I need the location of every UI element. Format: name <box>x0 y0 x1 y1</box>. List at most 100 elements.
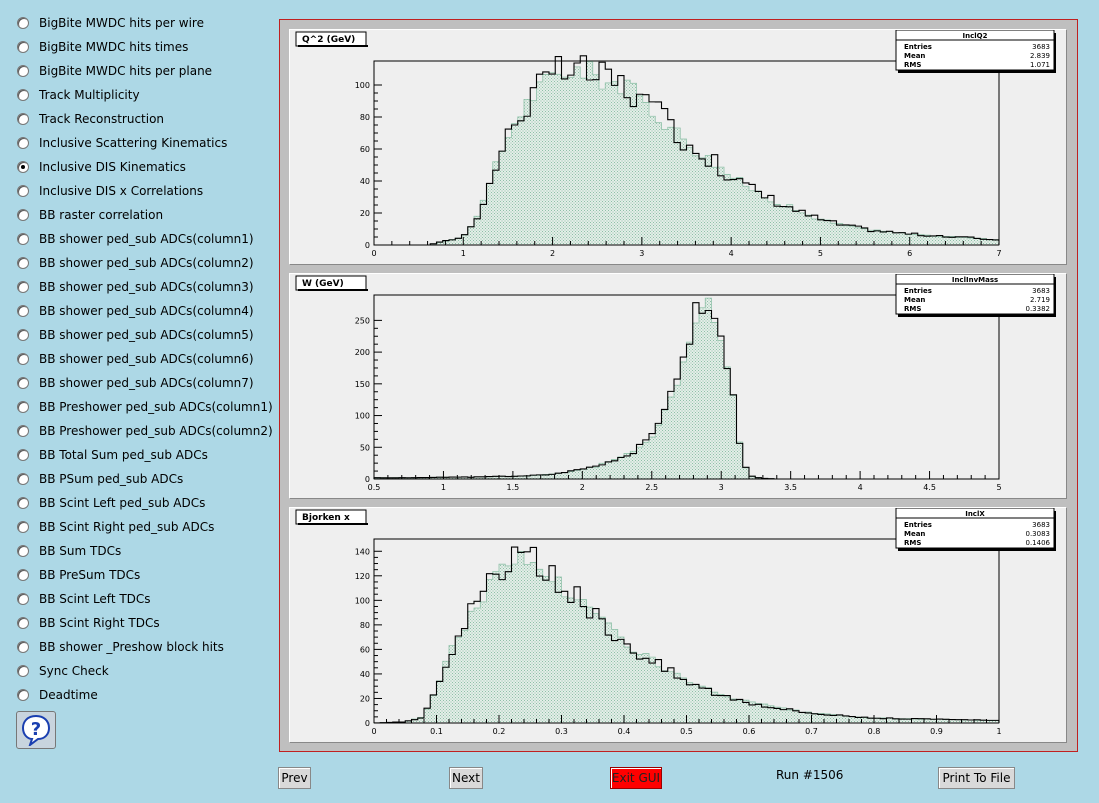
x-tick-label: 5 <box>818 249 823 258</box>
chart-title: W (GeV) <box>295 275 368 291</box>
radio-button[interactable] <box>17 473 29 485</box>
y-tick-label: 120 <box>355 572 370 581</box>
radio-button[interactable] <box>17 281 29 293</box>
x-tick-label: 3 <box>719 483 724 492</box>
menu-item[interactable]: BigBite MWDC hits per wire <box>17 13 204 33</box>
radio-button[interactable] <box>17 425 29 437</box>
menu-item[interactable]: BB Preshower ped_sub ADCs(column1) <box>17 397 273 417</box>
menu-item-label: BigBite MWDC hits per plane <box>39 64 213 78</box>
menu-item[interactable]: Deadtime <box>17 685 98 705</box>
radio-button[interactable] <box>17 521 29 533</box>
menu-item[interactable]: BB Total Sum ped_sub ADCs <box>17 445 208 465</box>
stats-value: 0.3382 <box>1026 305 1051 313</box>
stats-key: RMS <box>904 61 921 69</box>
y-tick-label: 60 <box>360 145 370 154</box>
radio-button[interactable] <box>17 305 29 317</box>
radio-button[interactable] <box>17 257 29 269</box>
radio-button[interactable] <box>17 617 29 629</box>
x-tick-label: 0.5 <box>680 727 693 736</box>
svg-text:?: ? <box>31 719 41 740</box>
radio-button[interactable] <box>17 449 29 461</box>
radio-button[interactable] <box>17 209 29 221</box>
menu-item-label: BB Preshower ped_sub ADCs(column1) <box>39 400 273 414</box>
print-to-file-button[interactable]: Print To File <box>938 767 1015 789</box>
menu-item[interactable]: BB Scint Right ped_sub ADCs <box>17 517 214 537</box>
menu-item-label: Track Reconstruction <box>39 112 165 126</box>
menu-item[interactable]: BB shower ped_sub ADCs(column7) <box>17 373 254 393</box>
menu-item[interactable]: BB shower ped_sub ADCs(column4) <box>17 301 254 321</box>
help-button[interactable]: ? <box>16 711 56 749</box>
radio-button[interactable] <box>17 185 29 197</box>
menu-item[interactable]: BigBite MWDC hits times <box>17 37 188 57</box>
menu-item[interactable]: BB shower ped_sub ADCs(column5) <box>17 325 254 345</box>
menu-item[interactable]: BB PreSum TDCs <box>17 565 140 585</box>
menu-item[interactable]: Inclusive DIS x Correlations <box>17 181 203 201</box>
menu-item[interactable]: BB Scint Right TDCs <box>17 613 160 633</box>
menu-item-label: BB Preshower ped_sub ADCs(column2) <box>39 424 273 438</box>
menu-item[interactable]: BB Sum TDCs <box>17 541 121 561</box>
next-button[interactable]: Next <box>449 767 483 789</box>
radio-button[interactable] <box>17 233 29 245</box>
x-tick-label: 1 <box>996 727 1001 736</box>
x-tick-label: 7 <box>996 249 1001 258</box>
radio-button[interactable] <box>17 65 29 77</box>
radio-button[interactable] <box>17 17 29 29</box>
menu-item-label: BB Sum TDCs <box>39 544 122 558</box>
menu-item[interactable]: Track Reconstruction <box>17 109 164 129</box>
radio-button[interactable] <box>17 89 29 101</box>
radio-button[interactable] <box>17 665 29 677</box>
menu-item[interactable]: BB Scint Left ped_sub ADCs <box>17 493 205 513</box>
menu-item-label: Track Multiplicity <box>39 88 140 102</box>
radio-button[interactable] <box>17 113 29 125</box>
radio-button[interactable] <box>17 161 29 173</box>
radio-button[interactable] <box>17 497 29 509</box>
menu-item[interactable]: Sync Check <box>17 661 109 681</box>
menu-item[interactable]: BB Scint Left TDCs <box>17 589 151 609</box>
menu-item[interactable]: Inclusive DIS Kinematics <box>17 157 186 177</box>
pad-w: 0.5 1 1.5 2 2.5 3 3.5 4 4.5 5 0 50 100 150 200 250 W (Ge… <box>289 273 1067 499</box>
stats-box: InclQ2 Entries 3683 Mean 2.839 RMS 1.071 <box>895 29 1056 73</box>
menu-item[interactable]: BB shower ped_sub ADCs(column1) <box>17 229 254 249</box>
y-tick-label: 200 <box>355 348 370 357</box>
radio-button[interactable] <box>17 641 29 653</box>
menu-item[interactable]: BB Preshower ped_sub ADCs(column2) <box>17 421 273 441</box>
q2-histogram: 0 1 2 3 4 5 6 7 0 20 40 60 80 100 Q^2 (GeV) InclQ2 Entri… <box>295 29 1056 258</box>
menu-item[interactable]: BB PSum ped_sub ADCs <box>17 469 183 489</box>
radio-button[interactable] <box>17 689 29 701</box>
x-tick-label: 3 <box>639 249 644 258</box>
prev-button[interactable]: Prev <box>278 767 311 789</box>
menu-item[interactable]: BB shower _Preshow block hits <box>17 637 224 657</box>
help-icon: ? <box>21 714 51 746</box>
menu-item-label: BB Total Sum ped_sub ADCs <box>39 448 208 462</box>
radio-button[interactable] <box>17 41 29 53</box>
radio-button[interactable] <box>17 137 29 149</box>
radio-button[interactable] <box>17 377 29 389</box>
menu-item[interactable]: Inclusive Scattering Kinematics <box>17 133 227 153</box>
y-tick-label: 100 <box>355 412 370 421</box>
stats-name: InclX <box>965 510 985 518</box>
x-tick-label: 0.9 <box>930 727 943 736</box>
menu-item[interactable]: BB shower ped_sub ADCs(column2) <box>17 253 254 273</box>
menu-item[interactable]: BB shower ped_sub ADCs(column6) <box>17 349 254 369</box>
menu-item[interactable]: BB raster correlation <box>17 205 163 225</box>
radio-button[interactable] <box>17 401 29 413</box>
radio-button[interactable] <box>17 329 29 341</box>
radio-button[interactable] <box>17 593 29 605</box>
y-tick-label: 80 <box>360 113 370 122</box>
radio-button[interactable] <box>17 569 29 581</box>
y-tick-label: 140 <box>355 547 370 556</box>
stats-key: RMS <box>904 539 921 547</box>
menu-item-label: BB Scint Right ped_sub ADCs <box>39 520 215 534</box>
x-tick-label: 3.5 <box>784 483 797 492</box>
x-tick-label: 1.5 <box>507 483 520 492</box>
menu-item[interactable]: BigBite MWDC hits per plane <box>17 61 212 81</box>
stats-value: 3683 <box>1032 521 1050 529</box>
menu-item-label: BB shower ped_sub ADCs(column1) <box>39 232 254 246</box>
radio-button[interactable] <box>17 545 29 557</box>
menu-item[interactable]: BB shower ped_sub ADCs(column3) <box>17 277 254 297</box>
menu-item[interactable]: Track Multiplicity <box>17 85 140 105</box>
radio-button[interactable] <box>17 353 29 365</box>
exit-gui-button[interactable]: Exit GUI <box>610 767 662 789</box>
histogram-fill <box>374 61 1000 246</box>
